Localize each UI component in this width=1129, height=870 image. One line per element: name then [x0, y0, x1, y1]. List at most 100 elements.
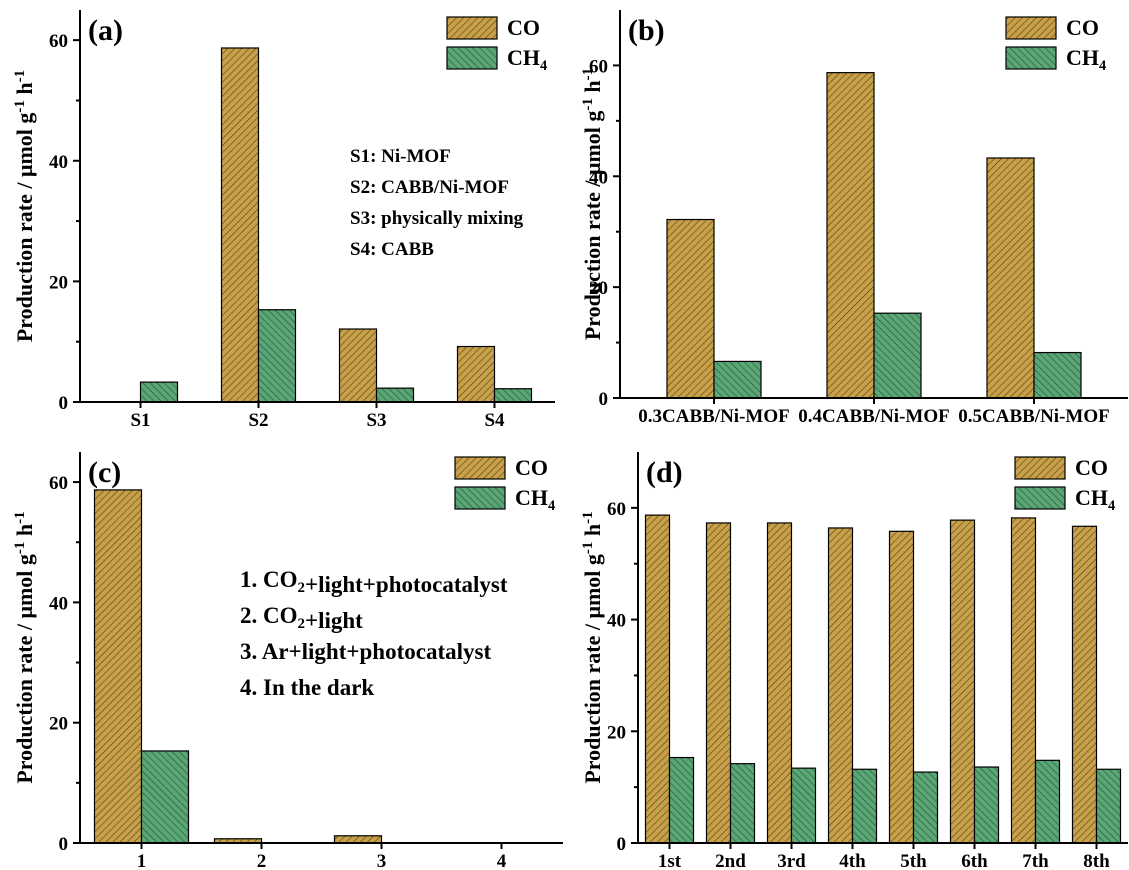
bar-co-8th	[1071, 525, 1098, 844]
bar-co-6th	[949, 519, 976, 844]
bar-co-s3	[338, 328, 378, 403]
bar-co-4th	[827, 527, 854, 844]
bar-co-1st	[644, 514, 671, 844]
bar-ch4-s2	[257, 309, 297, 403]
bar-ch4-2nd	[729, 763, 756, 844]
bar-co-s4	[456, 345, 496, 403]
bar-ch4-0-3cabb-ni-mof	[713, 360, 762, 399]
legend-swatch-co	[446, 16, 498, 40]
panel-label: (d)	[646, 456, 683, 489]
annotation-note: S1: Ni-MOF	[350, 146, 451, 167]
annotation-note: S2: CABB/Ni-MOF	[350, 177, 509, 198]
bar-ch4-s3	[375, 387, 415, 403]
legend-swatch-ch4	[1014, 486, 1066, 510]
bar-ch4-0-5cabb-ni-mof	[1033, 351, 1082, 399]
x-tick-label: 4th	[839, 851, 866, 870]
x-tick-label: 2nd	[715, 851, 746, 870]
y-tick-label: 60	[49, 31, 68, 52]
y-tick-label: 0	[617, 834, 627, 855]
y-tick-label: 60	[589, 56, 608, 77]
bar-co-0-3cabb-ni-mof	[666, 218, 715, 399]
legend-swatch-co	[1014, 456, 1066, 480]
legend-swatch-co	[1005, 16, 1057, 40]
x-tick-label: 6th	[961, 851, 988, 870]
bar-co-7th	[1010, 517, 1037, 844]
y-axis-title-group: Production rate / μmol g-1 h-1	[580, 511, 605, 783]
x-tick-label: 1st	[658, 851, 682, 870]
legend: CO CH4	[1005, 15, 1106, 74]
y-tick-label: 0	[59, 393, 69, 414]
x-tick-label: S2	[248, 410, 268, 431]
x-tick-label: 0.5CABB/Ni-MOF	[958, 406, 1109, 427]
y-axis-title: Production rate / μmol g-1 h-1	[12, 70, 37, 342]
panel-label: (c)	[88, 456, 121, 489]
annotation-note: 2. CO2+light	[240, 603, 363, 633]
y-tick-label: 20	[589, 278, 608, 299]
legend-label-co: CO	[1075, 455, 1108, 480]
legend-label-ch4: CH4	[1075, 485, 1115, 514]
bar-ch4-3rd	[790, 767, 817, 844]
annotation-note: 3. Ar+light+photocatalyst	[240, 639, 491, 664]
y-axis-title: Production rate / μmol g-1 h-1	[12, 511, 37, 783]
legend-label-co: CO	[515, 455, 548, 480]
bar-co-5th	[888, 530, 915, 844]
bar-ch4-5th	[912, 771, 939, 844]
annotation-note: 1. CO2+light+photocatalyst	[240, 567, 508, 597]
y-axis-title-group: Production rate / μmol g-1 h-1	[12, 70, 37, 342]
x-tick-label: 4	[497, 851, 507, 870]
legend-label-co: CO	[1066, 15, 1099, 40]
annotation-note: 4. In the dark	[240, 675, 374, 700]
x-tick-label: S3	[366, 410, 386, 431]
x-tick-label: S4	[484, 410, 505, 431]
legend: CO CH4	[454, 455, 555, 514]
bar-ch4-1	[140, 750, 190, 844]
annotation-note: S3: physically mixing	[350, 208, 524, 229]
y-tick-label: 0	[599, 389, 609, 410]
legend-label-co: CO	[507, 15, 540, 40]
bar-co-s2	[220, 47, 260, 403]
y-tick-label: 40	[607, 611, 626, 632]
legend-label-ch4: CH4	[515, 485, 555, 514]
y-tick-label: 60	[607, 499, 626, 520]
y-tick-label: 40	[49, 152, 68, 173]
x-tick-label: 2	[257, 851, 267, 870]
bar-co-1	[93, 489, 143, 844]
x-tick-label: 0.4CABB/Ni-MOF	[798, 406, 949, 427]
x-tick-label: 3	[377, 851, 387, 870]
bar-co-3rd	[766, 522, 793, 844]
legend-swatch-co	[454, 456, 506, 480]
bar-ch4-0-4cabb-ni-mof	[873, 312, 922, 399]
bar-ch4-4th	[851, 768, 878, 844]
legend: CO CH4	[446, 15, 547, 74]
legend-label-ch4: CH4	[507, 45, 547, 74]
bar-ch4-s1	[139, 381, 179, 403]
y-axis-title: Production rate / μmol g-1 h-1	[580, 511, 605, 783]
y-tick-label: 20	[49, 714, 68, 735]
x-tick-label: 3rd	[777, 851, 806, 870]
legend-swatch-ch4	[454, 486, 506, 510]
bar-ch4-7th	[1034, 759, 1061, 844]
x-tick-label: S1	[130, 410, 150, 431]
legend-swatch-ch4	[1005, 46, 1057, 70]
x-tick-label: 8th	[1083, 851, 1110, 870]
x-tick-label: 0.3CABB/Ni-MOF	[638, 406, 789, 427]
y-tick-label: 40	[589, 167, 608, 188]
x-tick-label: 1	[137, 851, 147, 870]
panel-label: (b)	[628, 14, 665, 47]
y-tick-label: 40	[49, 593, 68, 614]
y-axis-title-group: Production rate / μmol g-1 h-1	[12, 511, 37, 783]
bar-co-0-4cabb-ni-mof	[826, 72, 875, 399]
bar-ch4-8th	[1095, 768, 1122, 844]
y-axis-title-group: Production rate / μmol g-1 h-1	[580, 68, 605, 340]
chart-panel-a: S1 S2 S3 S4 0 20 40 60 Production rate / μmol g-…	[12, 10, 555, 431]
chart-panel-d: 1st 2nd 3rd 4th 5th 6th 7th 8th 0 20 40 60Productio…	[580, 452, 1128, 870]
legend-swatch-ch4	[446, 46, 498, 70]
annotation-note: S4: CABB	[350, 239, 434, 260]
y-tick-label: 0	[59, 834, 69, 855]
panel-label: (a)	[88, 14, 123, 47]
bar-co-2nd	[705, 522, 732, 844]
bar-co-0-5cabb-ni-mof	[986, 157, 1035, 399]
